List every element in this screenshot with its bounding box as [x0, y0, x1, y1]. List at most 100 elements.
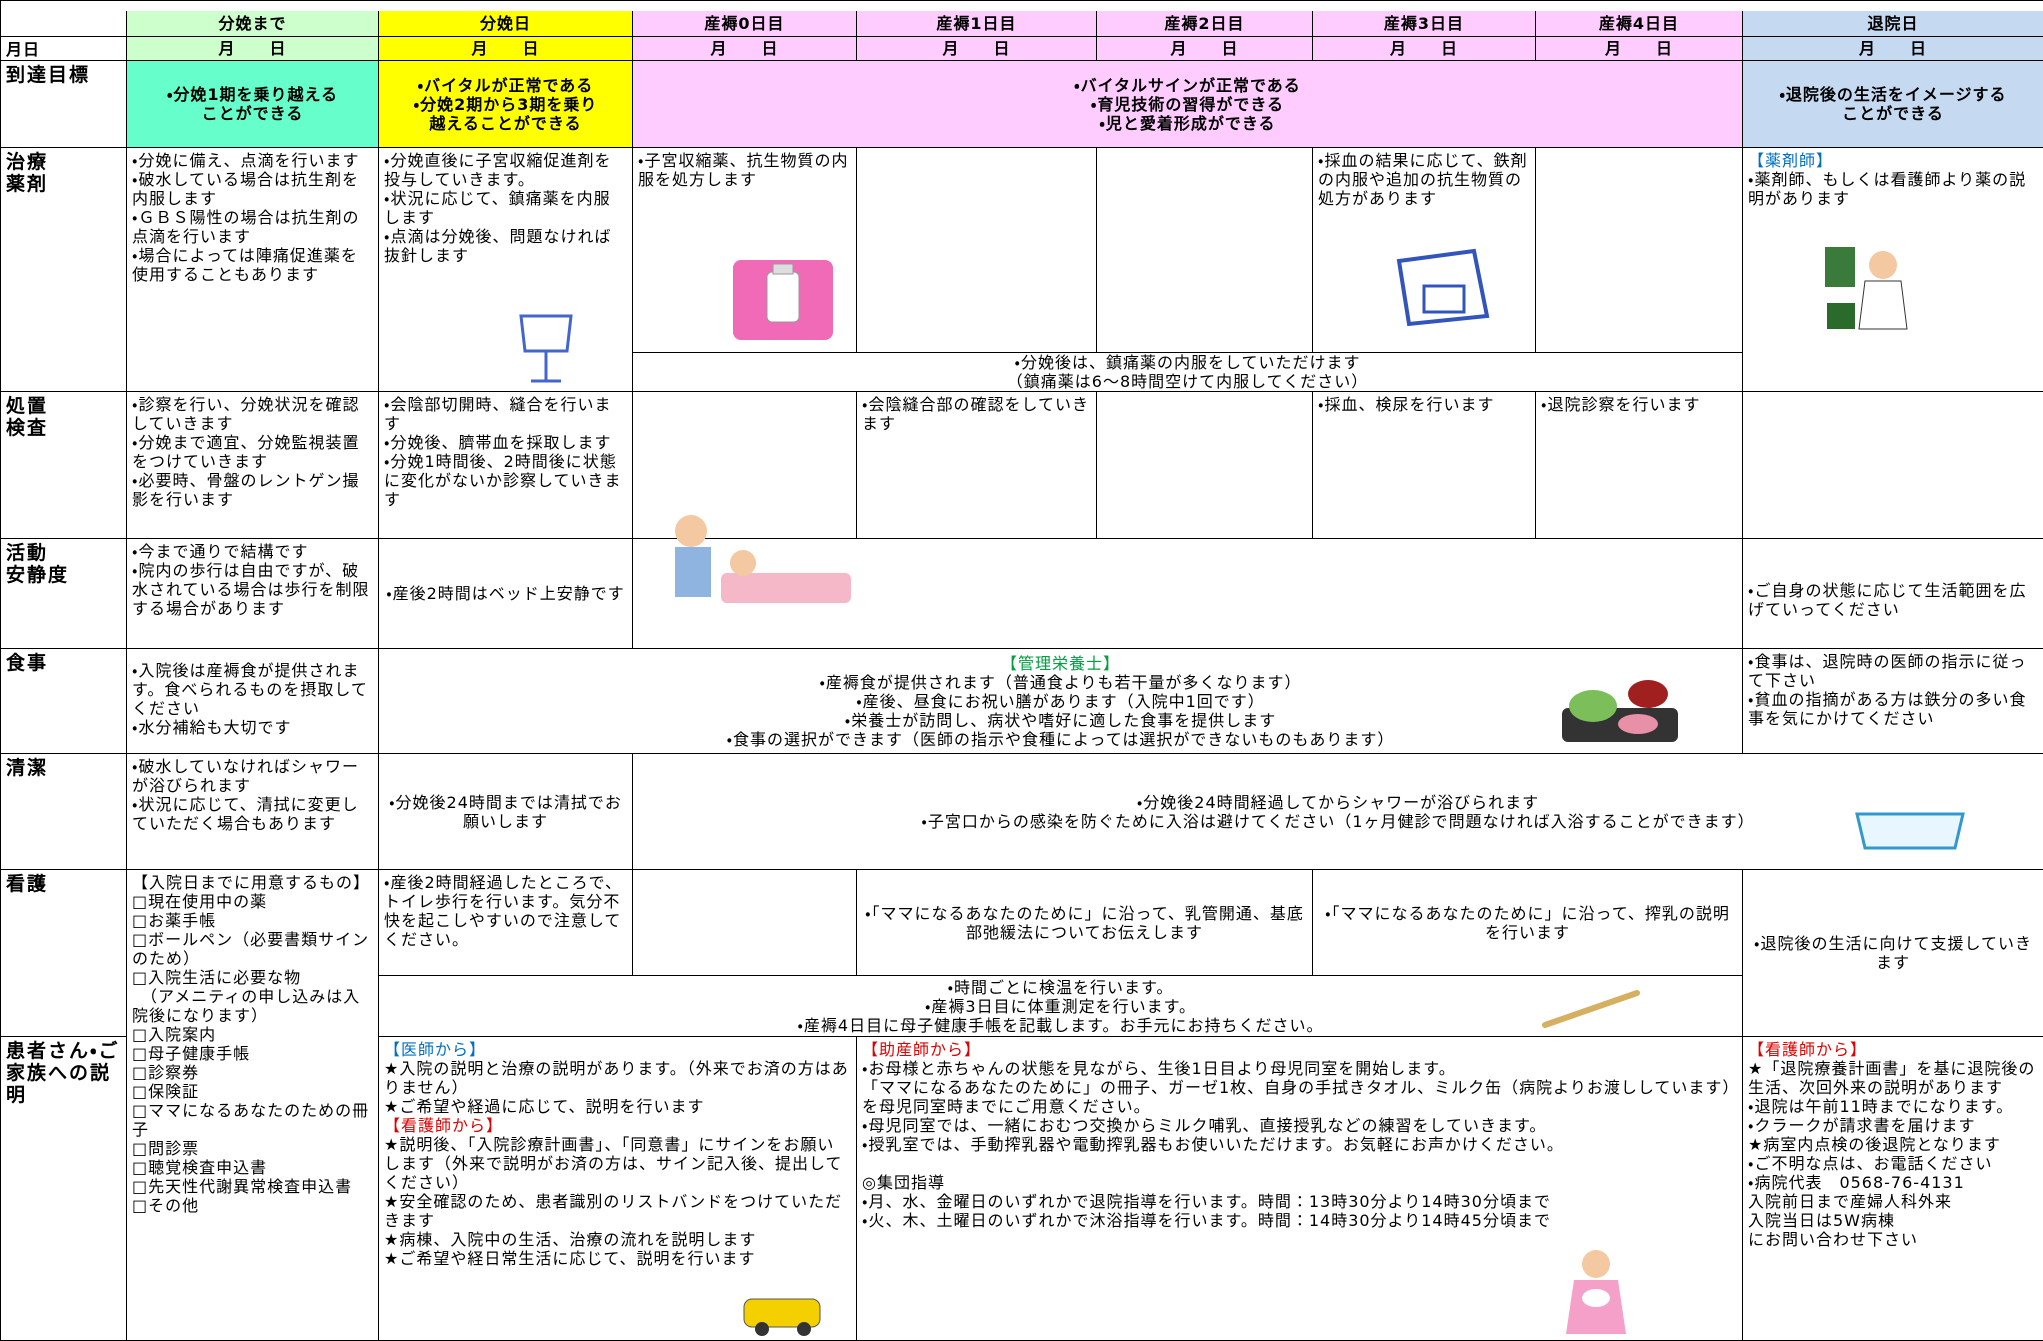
table-cell: [633, 392, 857, 539]
cell-content: 産褥2日目: [1097, 11, 1312, 36]
cell-text: 月 日: [1389, 39, 1458, 58]
cell-content: ・「ママになるあなたのために」に沿って、乳管開通、基底部弛緩法についてお伝えしま…: [857, 870, 1312, 975]
cell-text: 月 日: [1604, 39, 1673, 58]
cell-text: ・退院後の生活に向けて支援していきます: [1754, 934, 2032, 972]
cell-text: ・時間ごとに検温を行います。 ・産褥3日目に体重測定を行います。 ・産褥4日目に…: [797, 977, 1324, 1035]
column-header: 産褥3日目: [1313, 11, 1536, 37]
row-label: 治療 薬剤: [1, 148, 127, 392]
cell-text: ・バイタルサインが正常である ・育児技術の習得ができる ・児と愛着形成ができる: [1074, 75, 1301, 133]
date-cell: 月 日: [857, 37, 1097, 61]
cell-text: ・今まで通りで結構です ・院内の歩行は自由ですが、破水されている場合は歩行を制限…: [132, 542, 370, 618]
cell-text: ・分娩後は、鎮痛薬の内服をしていただけます （鎮痛薬は6～8時間空けて内服してく…: [1006, 353, 1369, 391]
cell-text: 退院日: [1867, 14, 1919, 33]
cell-content: 活動 安静度: [1, 539, 126, 589]
table-cell: ・退院診察を行います: [1536, 392, 1743, 539]
table-cell: 【入院日までに用意するもの】 □現在使用中の薬 □お薬手帳 □ボールペン（必要書…: [127, 870, 379, 1341]
cell-content: 月 日: [1097, 37, 1312, 60]
cell-content: ・ご自身の状態に応じて生活範囲を広げていってください: [1743, 539, 2043, 622]
cell-content: ・退院後の生活に向けて支援していきます: [1743, 870, 2043, 1036]
cell-content: ・分娩直後に子宮収縮促進剤を投与していきます。 ・状況に応じて、鎮痛薬を内服しま…: [379, 148, 632, 268]
cell-content: ・今まで通りで結構です ・院内の歩行は自由ですが、破水されている場合は歩行を制限…: [127, 539, 378, 621]
table-cell: ・分娩後24時間までは清拭でお願いします: [379, 754, 633, 870]
table-cell: ・食事は、退院時の医師の指示に従って下さい ・貧血の指摘がある方は鉄分の多い食事…: [1743, 649, 2043, 754]
cell-content: 月日: [1, 37, 126, 60]
cell-text: ・バイタルが正常である ・分娩2期から3期を乗り 越えることができる: [413, 75, 598, 133]
column-header: 産褥4日目: [1536, 11, 1743, 37]
car-icon: [743, 1298, 821, 1336]
date-cell: 月 日: [633, 37, 857, 61]
cell-text: 分娩日: [479, 14, 531, 33]
date-cell: 月 日: [1536, 37, 1743, 61]
cell-content: ・産後2時間はベッド上安静です: [379, 539, 632, 648]
section-text: ・薬剤師、もしくは看護師より薬の説明があります: [1748, 170, 2027, 208]
cell-content: ・退院後の生活をイメージする ことができる: [1743, 61, 2043, 147]
cell-text: 患者さん・ご家族への説明: [6, 1040, 120, 1106]
row-label: 患者さん・ご家族への説明: [1, 1037, 127, 1341]
cell-content: 月 日: [857, 37, 1096, 60]
date-cell: 月 日: [379, 37, 633, 61]
row-label: 到達目標: [1, 61, 127, 148]
pharmacist-icon: [1825, 247, 1908, 330]
cell-content: 食事: [1, 649, 126, 677]
cell-content: ・分娩1期を乗り越える ことができる: [127, 61, 378, 147]
date-cell: 月 日: [127, 37, 379, 61]
table-cell: [857, 148, 1097, 353]
table-cell: ・退院後の生活に向けて支援していきます: [1743, 870, 2043, 1037]
table-cell: ・バイタルが正常である ・分娩2期から3期を乗り 越えることができる: [379, 61, 633, 148]
cell-text: ・会陰縫合部の確認をしていきます: [862, 395, 1089, 433]
cell-content: ・分娩後24時間までは清拭でお願いします: [379, 754, 632, 869]
cell-content: 産褥1日目: [857, 11, 1096, 36]
cell-content: ・時間ごとに検温を行います。 ・産褥3日目に体重測定を行います。 ・産褥4日目に…: [379, 976, 1742, 1036]
cell-text: 食事: [6, 652, 49, 674]
cell-content: ・バイタルが正常である ・分娩2期から3期を乗り 越えることができる: [379, 61, 632, 147]
cell-content: 【管理栄養士】 ・産褥食が提供されます（普通食よりも若干量が多くなります） ・産後…: [379, 649, 1742, 753]
cell-text: ・「ママになるあなたのために」に沿って、乳管開通、基底部弛緩法についてお伝えしま…: [865, 903, 1304, 942]
cell-text: 月 日: [1170, 39, 1239, 58]
cell-text: ・食事は、退院時の医師の指示に従って下さい ・貧血の指摘がある方は鉄分の多い食事…: [1748, 652, 2027, 728]
cell-text: 月 日: [942, 39, 1011, 58]
row-label: 食事: [1, 649, 127, 754]
cell-text: ・分娩直後に子宮収縮促進剤を投与していきます。 ・状況に応じて、鎮痛薬を内服しま…: [384, 151, 612, 265]
cell-content: ・入院後は産褥食が提供されます。食べられるものを摂取してください ・水分補給も大…: [127, 649, 378, 740]
cell-text: 【入院日までに用意するもの】 □現在使用中の薬 □お薬手帳 □ボールペン（必要書…: [132, 873, 371, 1215]
table-cell: ・入院後は産褥食が提供されます。食べられるものを摂取してください ・水分補給も大…: [127, 649, 379, 754]
cell-text: ・退院診察を行います: [1541, 395, 1701, 414]
nurse-patient-icon: [675, 515, 851, 603]
cell-text: 月 日: [218, 39, 287, 58]
cell-text: ・子宮収縮薬、抗生物質の内服を処方します: [638, 151, 849, 189]
iv-bag-icon: [519, 314, 573, 383]
cell-text: 産褥3日目: [1383, 14, 1465, 33]
table-cell: ・分娩1期を乗り越える ことができる: [127, 61, 379, 148]
section-text: ★「退院療養計画書」を基に退院後の生活、次回外来の説明があります ・退院は午前1…: [1748, 1059, 2036, 1249]
table-cell: 【医師から】 ★入院の説明と治療の説明があります。（外来でお済の方はありません） …: [379, 1037, 857, 1341]
cell-content: 【入院日までに用意するもの】 □現在使用中の薬 □お薬手帳 □ボールペン（必要書…: [127, 870, 378, 1218]
cell-text: 治療 薬剤: [6, 151, 49, 195]
bathtub-icon: [1855, 812, 1965, 850]
cell-content: 月 日: [633, 37, 856, 60]
column-header: 産褥2日目: [1097, 11, 1313, 37]
section-heading: 【看護師から】: [1748, 1040, 1868, 1059]
cell-content: 処置 検査: [1, 392, 126, 442]
cell-text: 産褥1日目: [936, 14, 1017, 33]
cell-text: ・分娩後24時間経過してからシャワーが浴びられます ・子宮口からの感染を防ぐため…: [921, 792, 1755, 831]
row-label: 処置 検査: [1, 392, 127, 539]
cell-content: 産褥4日目: [1536, 11, 1742, 36]
cell-content: 月 日: [1536, 37, 1742, 60]
table-cell: ・分娩後24時間経過してからシャワーが浴びられます ・子宮口からの感染を防ぐため…: [633, 754, 2043, 870]
cell-text: 活動 安静度: [6, 542, 70, 586]
table-cell: ・分娩に備え、点滴を行います ・破水している場合は抗生剤を内服します ・ＧＢＳ陽…: [127, 148, 379, 392]
cell-content: 【薬剤師】 ・薬剤師、もしくは看護師より薬の説明があります: [1743, 148, 2043, 211]
medicine-paper-icon: [1396, 248, 1490, 327]
section-text: ★入院の説明と治療の説明があります。（外来でお済の方はありません） ★ご希望や経…: [384, 1059, 849, 1116]
table-cell: ・ご自身の状態に応じて生活範囲を広げていってください: [1743, 539, 2043, 649]
cell-text: 到達目標: [6, 64, 91, 86]
cell-content: ・分娩後24時間経過してからシャワーが浴びられます ・子宮口からの感染を防ぐため…: [633, 754, 2043, 869]
cell-text: 産褥0日目: [704, 14, 785, 33]
mother-baby-icon: [1566, 1250, 1626, 1334]
cell-text: ・分娩後24時間までは清拭でお願いします: [389, 792, 622, 831]
cell-text: ・破水していなければシャワーが浴びられます ・状況に応じて、清拭に変更していただ…: [132, 757, 359, 833]
cell-content: ・食事は、退院時の医師の指示に従って下さい ・貧血の指摘がある方は鉄分の多い食事…: [1743, 649, 2043, 731]
table-cell: [1, 11, 127, 37]
cell-text: ・分娩に備え、点滴を行います ・破水している場合は抗生剤を内服します ・ＧＢＳ陽…: [132, 151, 360, 284]
